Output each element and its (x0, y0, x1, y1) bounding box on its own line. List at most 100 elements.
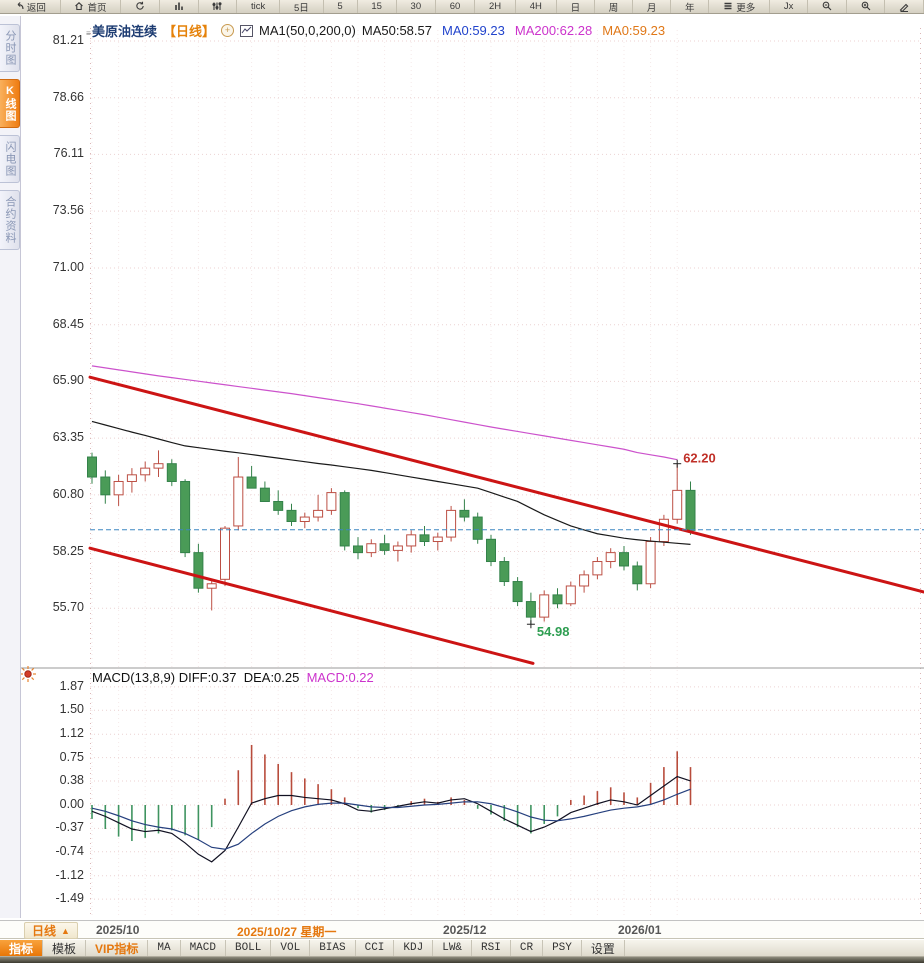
candle-body (592, 561, 603, 576)
price-axis-label: 55.70 (52, 600, 84, 615)
price-axis-label: 81.21 (52, 33, 84, 47)
ma50-line (91, 420, 691, 546)
macd-axis-label: 0.00 (59, 797, 84, 811)
macd-axis-label: -1.12 (55, 867, 85, 882)
candle-body (299, 516, 310, 523)
candle-body (113, 480, 124, 496)
toolbar-item-4H[interactable]: 4H (516, 0, 557, 13)
refresh-icon (136, 1, 144, 10)
toolbar-item-Jx[interactable]: Jx (770, 0, 809, 13)
macd-axis-label: 1.50 (59, 702, 84, 717)
zoom-in-icon (861, 1, 871, 11)
zoom-out-icon (822, 1, 832, 11)
candle-body (619, 552, 629, 567)
price-axis-label: 71.00 (52, 260, 84, 275)
candle-body (273, 500, 284, 511)
toolbar-item-tick[interactable]: tick (237, 0, 281, 13)
macd-axis-label: -0.37 (55, 820, 85, 835)
toolbar-item-2H[interactable]: 2H (475, 0, 516, 13)
candle-body (432, 536, 443, 543)
toolbar-item-日[interactable]: 日 (557, 0, 595, 14)
candle-body (512, 581, 523, 603)
bottom-tab-RSI[interactable]: RSI (472, 940, 511, 956)
bottom-tab-KDJ[interactable]: KDJ (394, 940, 434, 956)
bottom-tab-LW&[interactable]: LW& (433, 940, 473, 956)
macd-dea-line (91, 788, 691, 850)
bottom-tab-指标[interactable]: 指标 (0, 940, 44, 956)
candle-body (87, 456, 97, 478)
toolbar-item-月[interactable]: 月 (633, 0, 672, 14)
add-compare-icon[interactable]: + (221, 24, 235, 37)
left-tab-合约资料[interactable]: 合约资料 (0, 190, 20, 250)
candle-body (539, 594, 550, 618)
date-axis-label: 2025/12 (443, 923, 487, 937)
bottom-tab-BIAS[interactable]: BIAS (310, 940, 356, 956)
candle-body (366, 543, 377, 554)
toolbar-item-sliders[interactable] (199, 0, 238, 13)
toolbar-item-bars[interactable] (160, 0, 199, 13)
toolbar-item-年[interactable]: 年 (671, 0, 710, 14)
candle-body (193, 552, 204, 589)
candle-body (486, 538, 496, 563)
toolbar-item-更多[interactable]: 更多 (709, 0, 771, 14)
toolbar-item-pen[interactable] (885, 0, 924, 13)
price-axis-label: 60.80 (52, 486, 84, 501)
price-axis-label: 63.35 (52, 430, 84, 445)
bottom-tab-设置[interactable]: 设置 (582, 940, 625, 956)
bottom-tab-PSY[interactable]: PSY (543, 940, 582, 956)
toolbar-item-首页[interactable]: 首页 (61, 0, 122, 14)
candle-body (685, 489, 696, 531)
sliders-icon (212, 2, 222, 10)
left-tab-K线图[interactable]: K线图 (0, 79, 20, 128)
toolbar-item-15[interactable]: 15 (358, 0, 397, 13)
candle-body (339, 492, 350, 547)
bottom-tab-CR[interactable]: CR (511, 940, 544, 956)
candle-body (286, 509, 297, 523)
macd-header: MACD(13,8,9) DIFF:0.37 DEA:0.25 MACD:0.2… (92, 670, 374, 685)
bottom-tab-VIP指标[interactable]: VIP指标 (86, 940, 149, 956)
candle-body (525, 601, 536, 618)
price-axis-label: 68.45 (52, 316, 84, 331)
toolbar-item-5日[interactable]: 5日 (280, 0, 324, 14)
axis-menu-icon[interactable]: ≡ (86, 29, 91, 38)
toolbar-item-zoom-in[interactable] (847, 0, 886, 13)
candle-body (565, 585, 576, 605)
toolbar-item-30[interactable]: 30 (397, 0, 436, 13)
cursor-date-label: 2025/10/27 星期一 (237, 925, 337, 939)
toolbar-item-zoom-out[interactable] (808, 0, 847, 13)
toolbar-item-refresh[interactable] (121, 0, 160, 13)
left-tab-闪电图[interactable]: 闪电图 (0, 135, 20, 183)
candle-body (379, 543, 390, 551)
bottom-tab-模板[interactable]: 模板 (43, 940, 87, 956)
macd-axis-label: 1.12 (59, 726, 84, 741)
price-axis-label: 65.90 (52, 373, 84, 388)
left-tab-分时图[interactable]: 分时图 (0, 24, 20, 72)
period-selector-button[interactable]: 日线 ▲ (24, 922, 78, 939)
toolbar-item-60[interactable]: 60 (436, 0, 476, 13)
price-axis-label: 78.66 (52, 89, 84, 104)
candle-body (499, 561, 510, 583)
candle-body (579, 574, 590, 587)
bottom-tab-BOLL[interactable]: BOLL (226, 940, 272, 956)
toolbar-item-5[interactable]: 5 (324, 0, 358, 13)
candle-body (419, 534, 430, 543)
toolbar-item-返回[interactable]: 返回 (0, 0, 61, 14)
indicator-tab-bar: 指标 模板 VIP指标 MA MACD BOLL VOL BIAS CCI KDJ LW& RSI CR… (0, 940, 924, 957)
bottom-tab-MA[interactable]: MA (148, 940, 181, 956)
candle-body (459, 509, 470, 518)
candle-body (632, 565, 643, 585)
bottom-tab-CCI[interactable]: CCI (356, 940, 395, 956)
triangle-up-icon: ▲ (61, 925, 70, 936)
macd-axis-label: 1.87 (59, 678, 84, 693)
trendline-lower (88, 546, 535, 665)
left-tab-strip: 分时图 K线图闪电图合约资料 (0, 16, 21, 918)
toolbar-item-周[interactable]: 周 (595, 0, 634, 14)
bottom-tab-VOL[interactable]: VOL (271, 940, 311, 956)
candle-body (392, 545, 403, 551)
annotation-high: 62.20 (683, 451, 716, 466)
bottom-tab-MACD[interactable]: MACD (181, 940, 226, 956)
indicator-settings-icon[interactable] (19, 665, 37, 683)
candle-body (126, 474, 137, 482)
back-icon (17, 2, 24, 10)
